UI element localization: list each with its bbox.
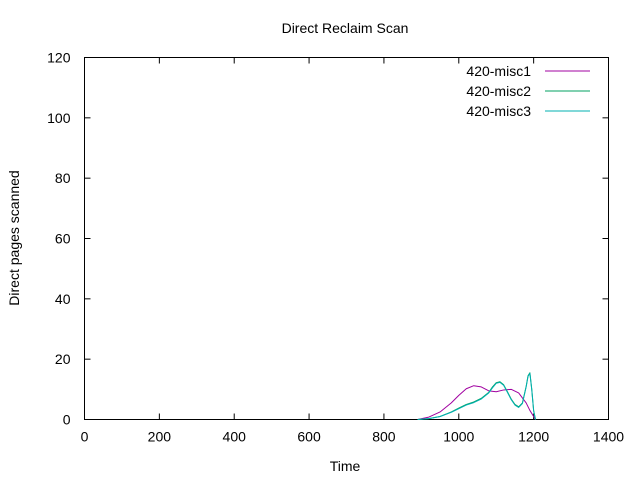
series-line-420-misc3 <box>417 372 536 420</box>
series-lines <box>417 372 536 420</box>
legend: 420-misc1 420-misc2 420-misc3 <box>466 63 590 119</box>
y-axis-label: Direct pages scanned <box>6 170 22 305</box>
y-tick-label: 120 <box>47 50 71 66</box>
x-tick-label: 1200 <box>518 429 549 445</box>
x-tick-label: 200 <box>148 429 172 445</box>
y-axis: 0 20 40 60 80 100 120 <box>47 50 609 428</box>
x-tick-label: 600 <box>297 429 321 445</box>
x-axis-label: Time <box>330 458 361 474</box>
legend-label: 420-misc2 <box>466 83 531 99</box>
y-tick-label: 0 <box>63 412 71 428</box>
series-line-420-misc2 <box>417 372 536 420</box>
legend-label: 420-misc3 <box>466 103 531 119</box>
series-line-420-misc1 <box>417 385 536 420</box>
x-tick-label: 800 <box>372 429 396 445</box>
y-tick-label: 80 <box>55 170 71 186</box>
x-tick-label: 0 <box>81 429 89 445</box>
y-tick-label: 100 <box>47 110 71 126</box>
legend-label: 420-misc1 <box>466 63 531 79</box>
chart-title: Direct Reclaim Scan <box>282 20 409 36</box>
x-axis: 0 200 400 600 800 1000 1200 1400 <box>81 57 624 445</box>
y-tick-label: 60 <box>55 231 71 247</box>
y-tick-label: 20 <box>55 351 71 367</box>
x-tick-label: 1400 <box>593 429 624 445</box>
y-tick-label: 40 <box>55 291 71 307</box>
x-tick-label: 400 <box>223 429 247 445</box>
x-tick-label: 1000 <box>443 429 474 445</box>
